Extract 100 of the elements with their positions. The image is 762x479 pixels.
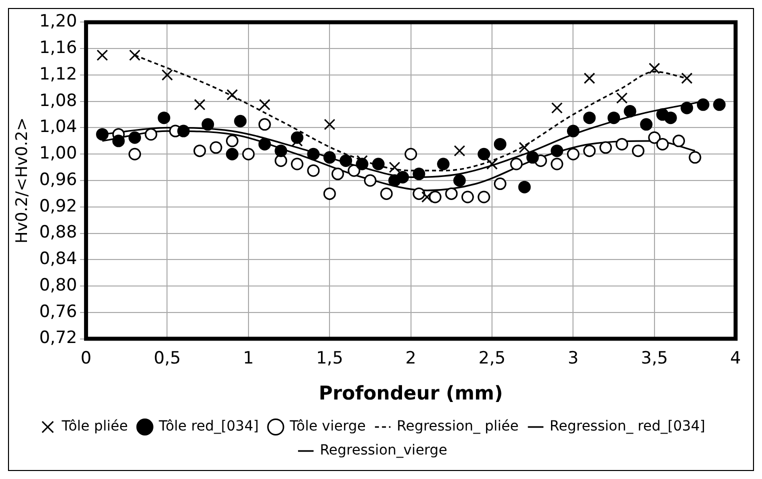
point [226, 148, 238, 160]
point [681, 72, 693, 84]
point [616, 92, 628, 104]
point [478, 190, 490, 204]
point [428, 190, 442, 204]
point [144, 128, 158, 141]
point [307, 148, 320, 160]
point [453, 174, 466, 187]
point [551, 102, 563, 114]
y-tick-label: 1,12 [39, 64, 78, 84]
point [202, 118, 214, 131]
point [696, 98, 710, 111]
point [713, 98, 726, 111]
legend-label: Regression_vierge [320, 442, 448, 459]
x-tick-label: 3 [568, 348, 579, 368]
point [437, 158, 450, 170]
point [640, 118, 653, 131]
point [454, 145, 466, 157]
point [412, 168, 426, 180]
point [234, 114, 247, 128]
y-tick-label: 0,76 [39, 302, 78, 322]
point [128, 131, 142, 144]
point [461, 190, 474, 204]
x-tick-label: 2 [405, 348, 416, 368]
y-tick-label: 1,16 [39, 38, 78, 58]
point [584, 72, 596, 84]
y-tick-label: 1,20 [39, 12, 78, 32]
point [96, 128, 109, 141]
x-tick-label: 1 [243, 348, 254, 368]
point [162, 69, 173, 81]
x-tick-label: 1,5 [316, 348, 344, 368]
x-tick-label: 4 [730, 348, 742, 368]
y-tick-label: 0,84 [39, 249, 78, 270]
point [323, 151, 336, 164]
point [364, 174, 376, 187]
point [583, 144, 596, 158]
legend-label: Regression_ red_[034] [550, 418, 706, 435]
point [566, 124, 580, 138]
point [396, 170, 409, 184]
point [194, 98, 206, 110]
point [210, 141, 222, 154]
point [332, 168, 344, 180]
point [324, 118, 336, 130]
point [421, 191, 433, 203]
point [340, 154, 352, 167]
point [550, 158, 564, 170]
point [112, 134, 125, 148]
point [486, 158, 498, 170]
x-tick-label: 2,5 [478, 348, 506, 368]
point [96, 49, 108, 61]
y-tick-label: 1,04 [39, 117, 78, 138]
point [129, 49, 140, 61]
point [664, 112, 677, 124]
point [258, 98, 270, 110]
x-tick-label: 3,5 [640, 348, 668, 368]
point [656, 138, 669, 150]
x-tick-label: 0,5 [154, 348, 181, 368]
point [128, 148, 142, 160]
y-tick-label: 0,88 [39, 222, 78, 243]
point [518, 142, 530, 154]
legend-label: Tôle red_[034] [158, 418, 259, 435]
y-tick-label: 0,96 [39, 170, 78, 190]
point [608, 112, 620, 124]
point [494, 138, 506, 150]
point [616, 138, 628, 150]
point [388, 162, 400, 174]
point [566, 148, 580, 160]
point [478, 148, 490, 160]
point [193, 144, 206, 158]
y-axis-title: Hv0.2/<Hv0.2> [12, 117, 31, 244]
point [226, 134, 238, 148]
point [372, 158, 385, 170]
y-tick-label: 1,08 [39, 90, 78, 111]
point [404, 148, 418, 160]
y-tick-label: 0,72 [39, 328, 78, 348]
point [599, 141, 612, 154]
point [226, 89, 238, 100]
point [348, 164, 360, 177]
point [526, 151, 539, 164]
point [648, 131, 661, 144]
legend-label: Regression_ pliée [396, 418, 519, 435]
point [445, 187, 458, 200]
point [158, 112, 170, 124]
x-tick-label: 0 [80, 348, 92, 368]
point [177, 124, 190, 138]
point [274, 144, 288, 158]
point [680, 102, 694, 114]
point [510, 158, 523, 170]
point [380, 187, 393, 200]
point [258, 138, 271, 150]
point [494, 178, 506, 190]
point [624, 104, 636, 118]
point [242, 148, 255, 160]
legend-label: Tôle vierge [288, 418, 366, 435]
y-tick-label: 0,92 [39, 196, 78, 216]
point [323, 187, 336, 200]
point [412, 187, 426, 200]
point [290, 158, 304, 170]
point [672, 134, 686, 148]
point [583, 112, 596, 124]
